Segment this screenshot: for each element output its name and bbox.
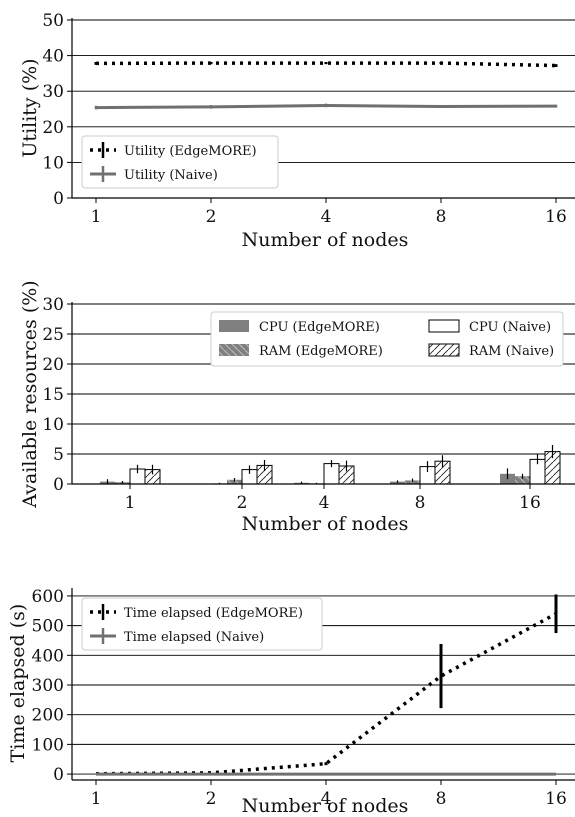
time-legend-frame (81, 597, 323, 651)
utility-y-axis-label: Utility (%) (19, 58, 41, 157)
time-x-axis-label: Number of nodes (242, 795, 409, 817)
utility-x-tick-label: 1 (91, 207, 102, 227)
resources-bars (100, 445, 561, 485)
resources-chart: 0 5 10 15 20 25 30 1 2 4 8 16 Available resources (… (19, 280, 575, 535)
resources-x-tick-label: 2 (237, 493, 248, 513)
resources-bar-hatch (515, 476, 530, 484)
resources-y-tick-label: 15 (42, 385, 64, 405)
time-y-tick-label: 500 (32, 617, 64, 637)
resources-x-tick-label: 4 (319, 493, 330, 513)
resources-legend-swatch (219, 320, 249, 332)
utility-y-tick-label: 10 (42, 153, 64, 173)
utility-series (94, 61, 558, 110)
time-series (95, 594, 558, 776)
utility-y-tick-label: 0 (53, 189, 64, 209)
time-y-axis-label: Time elapsed (s) (7, 604, 29, 763)
utility-x-tick-label: 2 (206, 207, 217, 227)
resources-legend-swatch (428, 319, 460, 333)
resources-x-axis-label: Number of nodes (242, 513, 409, 535)
time-x-tick-label: 4 (321, 789, 332, 809)
resources-bar-hatch (257, 465, 272, 484)
time-y-tick-label: 0 (53, 765, 64, 785)
time-series-line (95, 612, 557, 776)
resources-legend-label: CPU (Naive) (469, 320, 551, 335)
resources-legend-label: RAM (Naive) (469, 344, 554, 359)
resources-y-tick-label: 25 (42, 325, 64, 345)
utility-x-tick-label: 4 (321, 207, 332, 227)
utility-legend-label: Utility (EdgeMORE) (124, 144, 257, 159)
resources-y-tick-label: 10 (42, 415, 64, 435)
utility-x-axis-label: Number of nodes (242, 229, 409, 251)
time-legend-label: Time elapsed (EdgeMORE) (124, 606, 303, 621)
time-chart: 0 100 200 300 400 500 600 1 2 4 8 16 Time elapsed (… (7, 587, 575, 817)
time-y-tick-label: 100 (32, 735, 64, 755)
resources-bar-hatch (545, 451, 560, 484)
time-y-tick-label: 400 (32, 646, 64, 666)
utility-x-tick-label: 16 (545, 207, 567, 227)
resources-legend-swatch-hatch (219, 344, 249, 356)
resources-bar-hatch (435, 461, 450, 484)
time-y-tick-label: 300 (32, 676, 64, 696)
resources-bar-hatch (227, 479, 242, 484)
time-x-tick-label: 1 (91, 789, 102, 809)
resources-bar-hatch (145, 469, 160, 484)
resources-y-tick-label: 0 (53, 475, 64, 495)
resources-legend: CPU (EdgeMORE) RAM (EdgeMORE) CPU (Naive) R… (210, 311, 564, 367)
resources-legend-swatch-hatch (429, 344, 459, 356)
resources-axes: 0 5 10 15 20 25 30 1 2 4 8 16 (42, 295, 575, 513)
utility-legend-label: Utility (Naive) (124, 168, 218, 183)
resources-legend-label: CPU (EdgeMORE) (259, 320, 380, 335)
time-x-tick-label: 2 (206, 789, 217, 809)
resources-y-tick-label: 30 (42, 295, 64, 315)
utility-x-tick-label: 8 (436, 207, 447, 227)
time-y-tick-label: 600 (32, 587, 64, 607)
resources-x-tick-label: 1 (125, 493, 136, 513)
time-x-tick-label: 8 (436, 789, 447, 809)
utility-y-tick-label: 30 (42, 82, 64, 102)
utility-chart: 0 10 20 30 40 50 1 2 4 8 16 Utility (%) Number of … (19, 11, 575, 251)
utility-y-tick-label: 20 (42, 118, 64, 138)
resources-x-tick-label: 8 (415, 493, 426, 513)
time-axes: 0 100 200 300 400 500 600 1 2 4 8 16 (32, 587, 575, 809)
utility-legend: Utility (EdgeMORE) Utility (Naive) (81, 135, 279, 189)
resources-bar-hatch (339, 466, 354, 484)
time-legend: Time elapsed (EdgeMORE) Time elapsed (Nai… (81, 597, 323, 651)
resources-x-tick-label: 16 (519, 493, 541, 513)
resources-y-axis-label: Available resources (%) (19, 280, 41, 508)
utility-y-tick-label: 40 (42, 47, 64, 67)
time-y-tick-label: 200 (32, 706, 64, 726)
time-x-tick-label: 16 (545, 789, 567, 809)
resources-y-tick-label: 5 (53, 445, 64, 465)
utility-legend-frame (81, 135, 279, 189)
utility-y-tick-label: 50 (42, 11, 64, 31)
utility-axes: 0 10 20 30 40 50 1 2 4 8 16 (42, 11, 575, 227)
resources-legend-label: RAM (EdgeMORE) (259, 344, 383, 359)
resources-y-tick-label: 20 (42, 355, 64, 375)
resources-legend-frame (210, 311, 564, 367)
time-legend-label: Time elapsed (Naive) (124, 630, 264, 645)
